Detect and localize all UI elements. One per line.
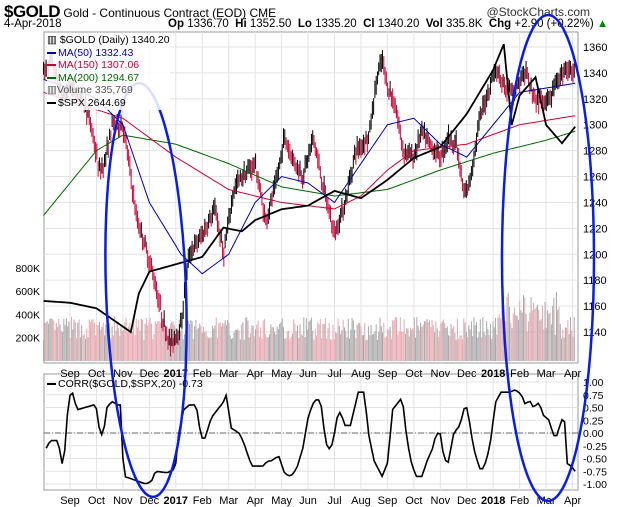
y-tick-label: 1360 <box>583 42 607 54</box>
x-tick-label: 2018 <box>481 368 505 380</box>
legend-gold: ▥ $GOLD (Daily) 1340.20 <box>47 34 170 46</box>
x-tick-label: Sep <box>378 368 398 380</box>
x-tick-label: Jul <box>327 368 341 380</box>
y-tick-label: 1140 <box>583 327 607 339</box>
corr-tick-label: -0.50 <box>583 454 607 466</box>
legend-ma150: MA(150) 1307.06 <box>47 59 170 72</box>
highlight-ellipse-2018 <box>500 13 596 503</box>
legend-ma200: MA(200) 1294.67 <box>47 72 170 85</box>
x-tick-label: Sep <box>60 368 80 380</box>
y-tick-label: 1220 <box>583 223 607 235</box>
main-legend: ▥ $GOLD (Daily) 1340.20 MA(50) 1332.43 M… <box>47 34 170 110</box>
x-tick-label: Aug <box>351 368 371 380</box>
corr-legend: CORR($GOLD,$SPX,20) -0.73 <box>47 378 203 391</box>
ma200-line <box>43 130 576 216</box>
corr-tick-label: 0.50 <box>583 403 604 415</box>
brand-logo: @StockCharts.com <box>486 5 590 19</box>
volume-tick-label: 600K <box>15 286 40 298</box>
symbol: $GOLD <box>4 2 61 21</box>
y-tick-label: 1240 <box>583 197 607 209</box>
corr-tick-label: -0.25 <box>583 441 607 453</box>
x-tick-label: Mar <box>219 495 238 507</box>
x-tick-label: Oct <box>88 368 105 380</box>
ma50-line <box>43 78 576 275</box>
x-tick-label: Apr <box>247 368 264 380</box>
x-tick-label: Nov <box>431 495 451 507</box>
x-tick-label: Feb <box>193 368 212 380</box>
x-tick-label: Apr <box>564 368 581 380</box>
corr-tick-label: -0.75 <box>583 466 607 478</box>
y-tick-label: 1260 <box>583 172 607 184</box>
x-tick-label: Aug <box>351 495 371 507</box>
corr-tick-label: -1.00 <box>583 479 607 491</box>
exchange: CME <box>249 6 277 20</box>
x-tick-label: Oct <box>405 495 422 507</box>
bar-chart-icon: ▥ <box>47 34 57 46</box>
x-tick-label: Apr <box>247 495 264 507</box>
x-tick-label: Feb <box>510 368 529 380</box>
ohlc-readout: Op 1336.70 Hi 1352.50 Lo 1335.20 Cl 1340… <box>168 18 609 30</box>
x-tick-label: Jul <box>327 495 341 507</box>
x-tick-label: Oct <box>88 495 105 507</box>
x-tick-label: Dec <box>140 368 160 380</box>
chart-title: $GOLD Gold - Continuous Contract (EOD) C… <box>4 2 276 22</box>
legend-ma50: MA(50) 1332.43 <box>47 47 170 60</box>
y-tick-label: 1300 <box>583 120 607 132</box>
x-tick-label: Apr <box>564 495 581 507</box>
volume-tick-label: 200K <box>15 333 40 345</box>
volume-icon: ▥ <box>47 84 57 97</box>
x-tick-label: Jun <box>299 495 317 507</box>
y-tick-label: 1320 <box>583 94 607 106</box>
x-tick-label: 2017 <box>164 495 188 507</box>
date: 4-Apr-2018 <box>4 18 62 30</box>
x-tick-label: Feb <box>193 495 212 507</box>
x-tick-label: Sep <box>378 495 398 507</box>
x-tick-label: Feb <box>510 495 529 507</box>
corr-line <box>45 389 576 485</box>
up-arrow-icon: ▲ <box>596 18 609 30</box>
corr-tick-label: 0.25 <box>583 415 604 427</box>
x-tick-label: 2017 <box>164 368 188 380</box>
x-tick-label: Sep <box>60 495 80 507</box>
x-tick-label: Mar <box>537 368 556 380</box>
x-tick-label: 2018 <box>481 495 505 507</box>
x-tick-label: Nov <box>113 495 133 507</box>
spx-line <box>43 43 576 334</box>
x-tick-label: Oct <box>405 368 422 380</box>
x-tick-label: Mar <box>219 368 238 380</box>
x-tick-label: Dec <box>457 368 477 380</box>
x-tick-label: Jun <box>299 368 317 380</box>
instrument-name: Gold - Continuous Contract (EOD) <box>63 6 247 20</box>
corr-tick-label: 0.75 <box>583 390 604 402</box>
y-tick-label: 1280 <box>583 146 607 158</box>
x-tick-label: May <box>271 495 292 507</box>
x-tick-label: Nov <box>431 368 451 380</box>
legend-volume: ▥Volume 335,769 <box>47 84 133 97</box>
volume-tick-label: 800K <box>15 263 40 275</box>
x-tick-label: Nov <box>113 368 133 380</box>
x-tick-label: Dec <box>140 495 160 507</box>
legend-spx: $SPX 2644.69 <box>47 97 170 110</box>
y-tick-label: 1340 <box>583 68 607 80</box>
volume-tick-label: 400K <box>15 309 40 321</box>
corr-tick-label: 0.00 <box>583 428 604 440</box>
x-tick-label: May <box>271 368 292 380</box>
y-tick-label: 1160 <box>583 301 607 313</box>
x-tick-label: Dec <box>457 495 477 507</box>
